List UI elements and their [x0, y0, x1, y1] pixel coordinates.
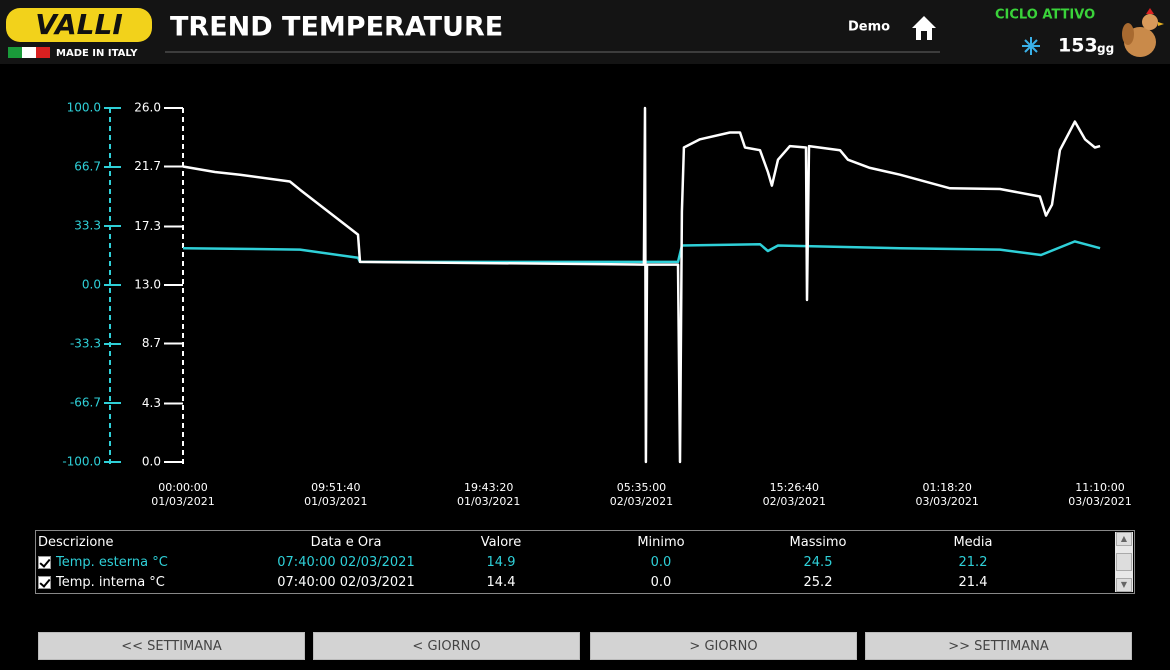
cell: Temp. esterna °C: [56, 555, 168, 570]
cell: 0.0: [650, 575, 672, 590]
home-icon[interactable]: [912, 16, 936, 40]
cell: 14.9: [486, 555, 516, 570]
button[interactable]: > GIORNO: [590, 632, 857, 660]
column-header: Minimo: [637, 535, 685, 550]
scroll-up[interactable]: ▲: [1116, 532, 1132, 546]
cell: 21.4: [958, 575, 988, 590]
button[interactable]: < GIORNO: [313, 632, 580, 660]
y2-tick-label: 0.0: [82, 278, 101, 292]
cell: 21.2: [958, 555, 988, 570]
y2-tick-label: -100.0: [62, 455, 101, 469]
cell: 07:40:00 02/03/2021: [277, 555, 415, 570]
y2-tick-label: -33.3: [70, 336, 101, 350]
column-header: Descrizione: [38, 535, 114, 550]
y-tick-label: 26.0: [134, 101, 161, 115]
x-tick-label: 09:51:40 01/03/2021: [304, 481, 368, 508]
cycle-days-unit: gg: [1097, 42, 1114, 56]
y-tick-label: 8.7: [142, 336, 161, 350]
page-title: TREND TEMPERATURE: [170, 12, 503, 43]
x-tick-label: 19:43:20 01/03/2021: [456, 481, 521, 508]
values-table: Descrizione Data e Ora Valore Minimo Mas…: [35, 530, 1135, 594]
y-tick-label: 21.7: [134, 159, 161, 173]
y-tick-label: 0.0: [142, 455, 161, 469]
y2-tick-label: 33.3: [74, 219, 101, 233]
cell: 14.4: [486, 575, 516, 590]
flag-white: [22, 47, 36, 58]
scroll-thumb[interactable]: [1116, 553, 1132, 571]
y-tick-label: 17.3: [134, 219, 161, 233]
y-tick-label: 4.3: [142, 396, 161, 410]
cell: 24.5: [803, 555, 833, 570]
y2-tick-label: -66.7: [70, 396, 101, 410]
table-header: Descrizione Data e Ora Valore Minimo Mas…: [36, 533, 1114, 552]
y2-tick-label: 100.0: [67, 101, 101, 115]
header-bar: [0, 0, 1170, 64]
x-tick-label: 05:35:00 02/03/2021: [609, 481, 674, 508]
cell: 07:40:00 02/03/2021: [277, 575, 415, 590]
table-row: Temp. esterna °C 07:40:00 02/03/2021 14.…: [36, 553, 1114, 572]
flag-red: [36, 47, 50, 58]
flag-green: [8, 47, 22, 58]
cycle-days: 153: [1058, 35, 1098, 57]
column-header: Media: [953, 535, 993, 550]
logo-badge: [6, 8, 152, 42]
cell: Temp. interna °C: [56, 575, 165, 590]
checkbox[interactable]: [38, 576, 51, 589]
table-row: Temp. interna °C 07:40:00 02/03/2021 14.…: [36, 573, 1114, 592]
button[interactable]: >> SETTIMANA: [865, 632, 1132, 660]
x-tick-label: 11:10:00 03/03/2021: [1068, 481, 1132, 508]
user-name: Demo: [848, 20, 890, 35]
y-tick-label: 13.0: [134, 278, 161, 292]
button[interactable]: << SETTIMANA: [38, 632, 305, 660]
cell: 0.0: [650, 555, 672, 570]
chicken-icon: [1122, 8, 1164, 57]
series-line: [182, 240, 1101, 264]
checkbox[interactable]: [38, 556, 51, 569]
column-header: Massimo: [789, 535, 847, 550]
cycle-status: CICLO ATTIVO: [995, 8, 1095, 23]
column-header: Data e Ora: [310, 535, 382, 550]
scrollbar[interactable]: ▲ ▼: [1115, 532, 1133, 592]
logo: VALLI: [35, 8, 123, 41]
snowflake-icon: [1022, 37, 1040, 55]
column-header: Valore: [480, 535, 522, 550]
made-in: MADE IN ITALY: [56, 48, 138, 59]
cell: 25.2: [803, 575, 833, 590]
x-tick-label: 00:00:00 01/03/2021: [151, 481, 215, 508]
y2-tick-label: 66.7: [74, 159, 101, 173]
series-line: [182, 106, 1101, 464]
x-tick-label: 15:26:40 02/03/2021: [762, 481, 827, 508]
scroll-down[interactable]: ▼: [1116, 578, 1132, 592]
x-tick-label: 01:18:20 03/03/2021: [915, 481, 979, 508]
